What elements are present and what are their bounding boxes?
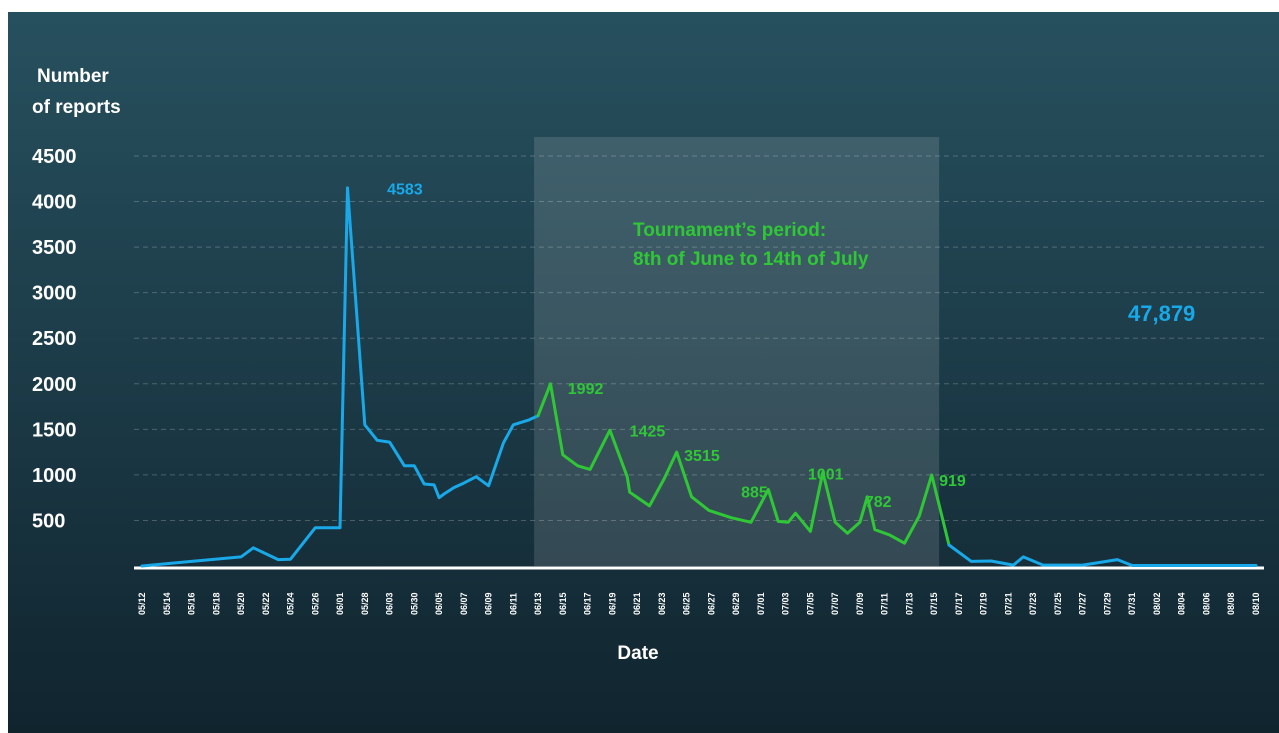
x-tick-07-09: 07/09 [855,592,865,615]
y-tick-4500: 4500 [32,146,77,168]
x-tick-05-22: 05/22 [261,592,271,615]
x-tick-07-21: 07/21 [1003,592,1013,615]
y-tick-4000: 4000 [32,192,77,214]
x-tick-05-18: 05/18 [211,592,221,615]
x-tick-06-19: 06/19 [607,592,617,615]
chart-canvas: Tournament’s period: 8th of June to 14th … [8,12,1279,733]
x-tick-05-12: 05/12 [137,592,147,615]
grid-layer: 500 1000 1500 2000 2500 3000 3500 4000 4500 [32,146,1264,532]
data-label-1001: 1001 [808,466,844,483]
x-tick-06-01: 06/01 [335,592,345,615]
x-tick-08-08: 08/08 [1226,592,1236,615]
x-tick-06-17: 06/17 [583,592,593,615]
y-tick-3000: 3000 [32,283,77,305]
x-tick-07-01: 07/01 [756,592,766,615]
x-tick-06-13: 06/13 [533,592,543,615]
series-line-2 [536,382,951,547]
text-layer: 4583 1992 1425 3515 885 1001 782 919 47,879 [387,181,1195,511]
x-tick-07-05: 07/05 [805,592,815,615]
x-tick-07-19: 07/19 [979,592,989,615]
x-tick-07-31: 07/31 [1127,592,1137,615]
data-label-919: 919 [939,473,966,490]
x-tick-06-29: 06/29 [731,592,741,615]
x-tick-07-23: 07/23 [1028,592,1038,615]
x-tick-06-25: 06/25 [682,592,692,615]
y-tick-2500: 2500 [32,328,77,350]
x-tick-08-02: 08/02 [1152,592,1162,615]
x-tick-06-05: 06/05 [434,592,444,615]
highlight-layer: Tournament’s period: 8th of June to 14th … [534,137,940,566]
y-tick-1000: 1000 [32,465,77,487]
x-tick-05-16: 05/16 [187,592,197,615]
x-tick-06-23: 06/23 [657,592,667,615]
x-tick-07-13: 07/13 [904,592,914,615]
x-tick-06-09: 06/09 [484,592,494,615]
line-chart: Tournament’s period: 8th of June to 14th … [32,66,1264,664]
y-tick-2000: 2000 [32,374,77,396]
x-tick-07-15: 07/15 [929,592,939,615]
x-tick-08-04: 08/04 [1177,592,1187,615]
data-label-1425: 1425 [630,424,666,441]
data-label-1992: 1992 [568,381,604,398]
x-tick-06-15: 06/15 [558,592,568,615]
x-tick-07-17: 07/17 [954,592,964,615]
line-layer [140,186,1258,568]
x-tick-08-10: 08/10 [1251,592,1261,615]
y-tick-3500: 3500 [32,237,77,259]
total-reports-label: 47,879 [1128,301,1195,326]
y-axis-title-line-2: of reports [32,97,121,118]
x-tick-07-03: 07/03 [781,592,791,615]
x-tick-05-20: 05/20 [236,592,246,615]
data-label-3515: 3515 [684,448,720,465]
tournament-period-label-line-2: 8th of June to 14th of July [633,249,869,270]
x-tick-07-25: 07/25 [1053,592,1063,615]
x-tick-06-07: 06/07 [459,592,469,615]
series-line-1 [140,186,540,568]
data-label-4583: 4583 [387,181,423,198]
y-axis-title-line-1: Number [37,66,109,87]
x-tick-05-30: 05/30 [409,592,419,615]
x-axis-title: Date [617,643,658,664]
x-tick-07-29: 07/29 [1102,592,1112,615]
x-tick-06-27: 06/27 [706,592,716,615]
tournament-period-band [534,137,940,566]
series-line-3 [947,543,1258,567]
x-tick-05-28: 05/28 [360,592,370,615]
x-tick-05-24: 05/24 [286,592,296,615]
x-tick-06-11: 06/11 [508,593,518,615]
data-label-885: 885 [741,485,768,502]
y-tick-1500: 1500 [32,419,77,441]
data-label-782: 782 [865,494,892,511]
x-tick-06-03: 06/03 [385,592,395,615]
x-tick-05-14: 05/14 [162,592,172,615]
x-tick-08-06: 08/06 [1201,592,1211,615]
x-tick-07-07: 07/07 [830,592,840,615]
x-tick-05-26: 05/26 [310,592,320,615]
axis-layer: 05/12 05/14 05/16 05/18 05/20 05/22 05/24 05/26… [134,566,1264,615]
x-tick-07-11: 07/11 [880,593,890,615]
y-tick-500: 500 [32,510,65,532]
x-tick-07-27: 07/27 [1078,592,1088,615]
x-tick-06-21: 06/21 [632,592,642,615]
tournament-period-label-line-1: Tournament’s period: [633,220,826,241]
